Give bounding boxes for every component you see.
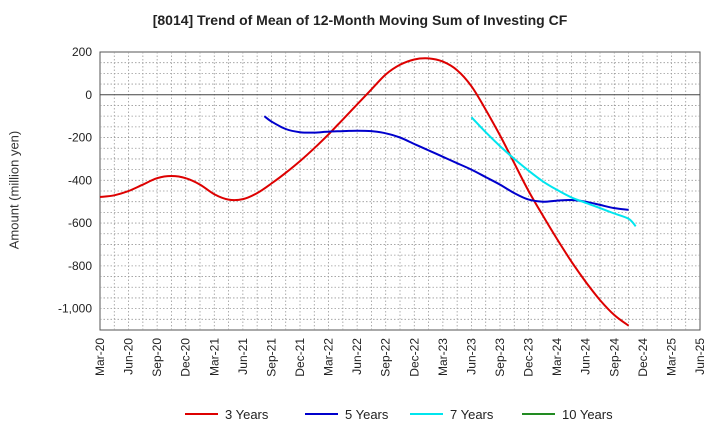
y-tick-label: -800 [68,259,92,273]
y-tick-label: -200 [68,131,92,145]
legend-label-3-years: 3 Years [225,407,269,422]
chart-title: [8014] Trend of Mean of 12-Month Moving … [152,12,568,28]
x-tick-label: Mar-24 [550,338,564,376]
series-line-3-years [99,57,630,327]
series-line-7-years [470,116,637,227]
x-tick-label: Mar-22 [322,338,336,376]
x-tick-label: Dec-24 [636,338,650,377]
x-tick-label: Sep-20 [150,338,164,377]
x-tick-label: Sep-24 [607,338,621,377]
x-tick-label: Mar-20 [93,338,107,376]
x-tick-label: Mar-23 [436,338,450,376]
x-tick-label: Jun-25 [693,338,707,375]
y-tick-label: -400 [68,173,92,187]
x-tick-label: Jun-23 [464,338,478,375]
x-tick-label: Dec-22 [407,338,421,377]
x-tick-label: Sep-21 [264,338,278,377]
x-tick-label: Mar-21 [207,338,221,376]
x-tick-label: Dec-20 [179,338,193,377]
series-line-5-years [263,115,629,211]
legend-label-5-years: 5 Years [345,407,389,422]
legend-label-10-years: 10 Years [562,407,613,422]
x-tick-label: Dec-23 [522,338,536,377]
x-tick-label: Sep-22 [379,338,393,377]
x-tick-label: Sep-23 [493,338,507,377]
legend-label-7-years: 7 Years [450,407,494,422]
x-tick-label: Jun-20 [122,338,136,375]
x-tick-label: Jun-24 [579,338,593,375]
x-tick-label: Jun-21 [236,338,250,375]
plot-area [99,51,701,331]
y-tick-label: 200 [72,45,92,59]
x-tick-label: Dec-21 [293,338,307,377]
y-tick-label: 0 [85,88,92,102]
y-tick-label: -600 [68,216,92,230]
y-tick-label: -1,000 [58,302,92,316]
x-tick-label: Mar-25 [664,338,678,376]
x-tick-label: Jun-22 [350,338,364,375]
